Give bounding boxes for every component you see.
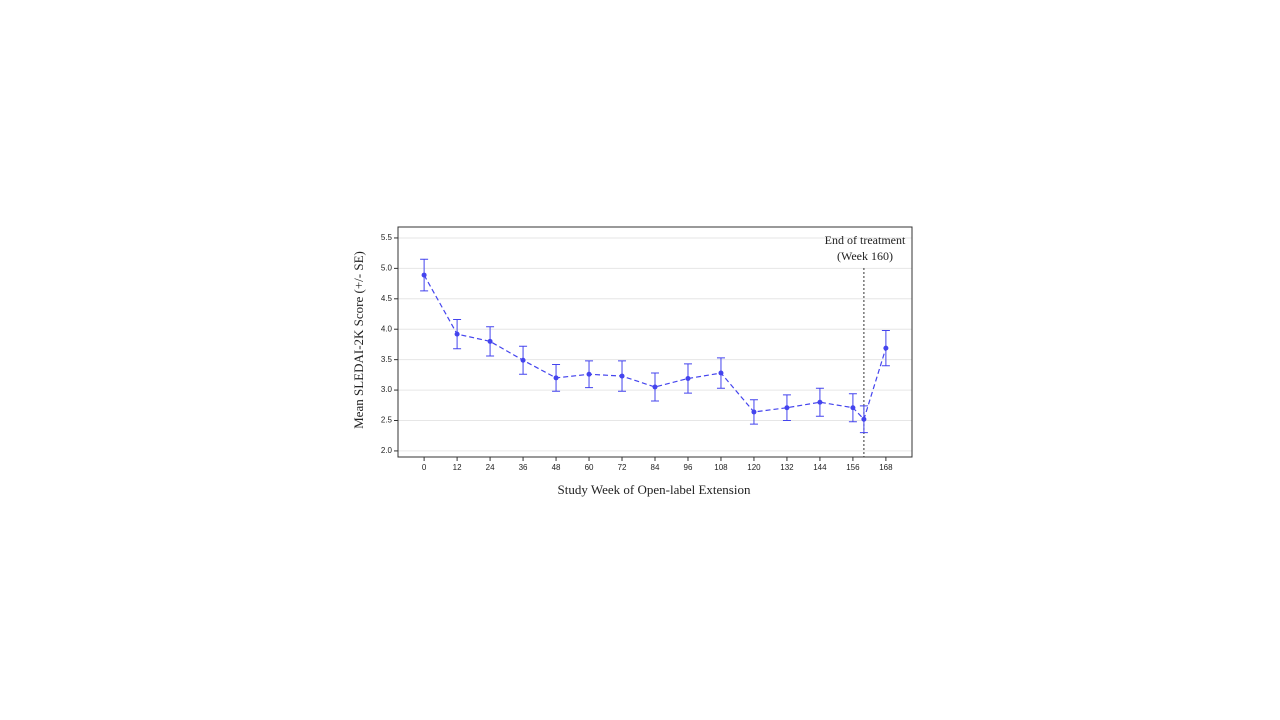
x-tick-label: 168 <box>879 463 893 472</box>
x-tick-label: 108 <box>714 463 728 472</box>
y-tick-label: 5.0 <box>381 263 393 272</box>
point <box>586 371 592 377</box>
series-line <box>423 274 887 421</box>
x-tick-label: 132 <box>780 463 794 472</box>
y-tick-label: 2.0 <box>381 446 393 455</box>
annotation: (Week 160) <box>837 249 893 263</box>
x-tick-label: 144 <box>813 463 827 472</box>
point <box>718 370 724 376</box>
point <box>454 331 460 337</box>
y-tick-label: 2.5 <box>381 416 393 425</box>
x-tick-label: 60 <box>585 463 594 472</box>
y-tick-label: 4.0 <box>381 324 393 333</box>
point <box>850 405 856 411</box>
plot-frame <box>397 226 913 458</box>
x-tick-label: 72 <box>618 463 627 472</box>
point <box>520 357 526 363</box>
x-tick-label: 84 <box>651 463 660 472</box>
x-tick-label: 0 <box>422 463 427 472</box>
point <box>861 416 867 422</box>
y-axis-title: Mean SLEDAI-2K Score (+/- SE) <box>351 251 366 429</box>
x-tick-label: 36 <box>519 463 528 472</box>
x-tick-label: 12 <box>453 463 462 472</box>
x-tick-label: 156 <box>846 463 860 472</box>
point <box>619 373 625 379</box>
point <box>421 272 427 278</box>
point <box>784 405 790 411</box>
y-tick-label: 3.0 <box>381 385 393 394</box>
point <box>685 376 691 382</box>
y-tick-label: 5.5 <box>381 233 393 242</box>
y-tick-label: 4.5 <box>381 294 393 303</box>
x-axis-title: Study Week of Open-label Extension <box>558 482 751 497</box>
x-tick-label: 120 <box>747 463 761 472</box>
point <box>883 345 889 351</box>
point <box>751 409 757 415</box>
x-tick-label: 96 <box>684 463 693 472</box>
point <box>817 399 823 405</box>
x-tick-label: 48 <box>552 463 561 472</box>
annotation: End of treatment <box>825 233 906 247</box>
point <box>553 375 559 381</box>
y-tick-label: 3.5 <box>381 355 393 364</box>
point <box>487 338 493 344</box>
x-tick-label: 24 <box>486 463 495 472</box>
point <box>652 384 658 390</box>
